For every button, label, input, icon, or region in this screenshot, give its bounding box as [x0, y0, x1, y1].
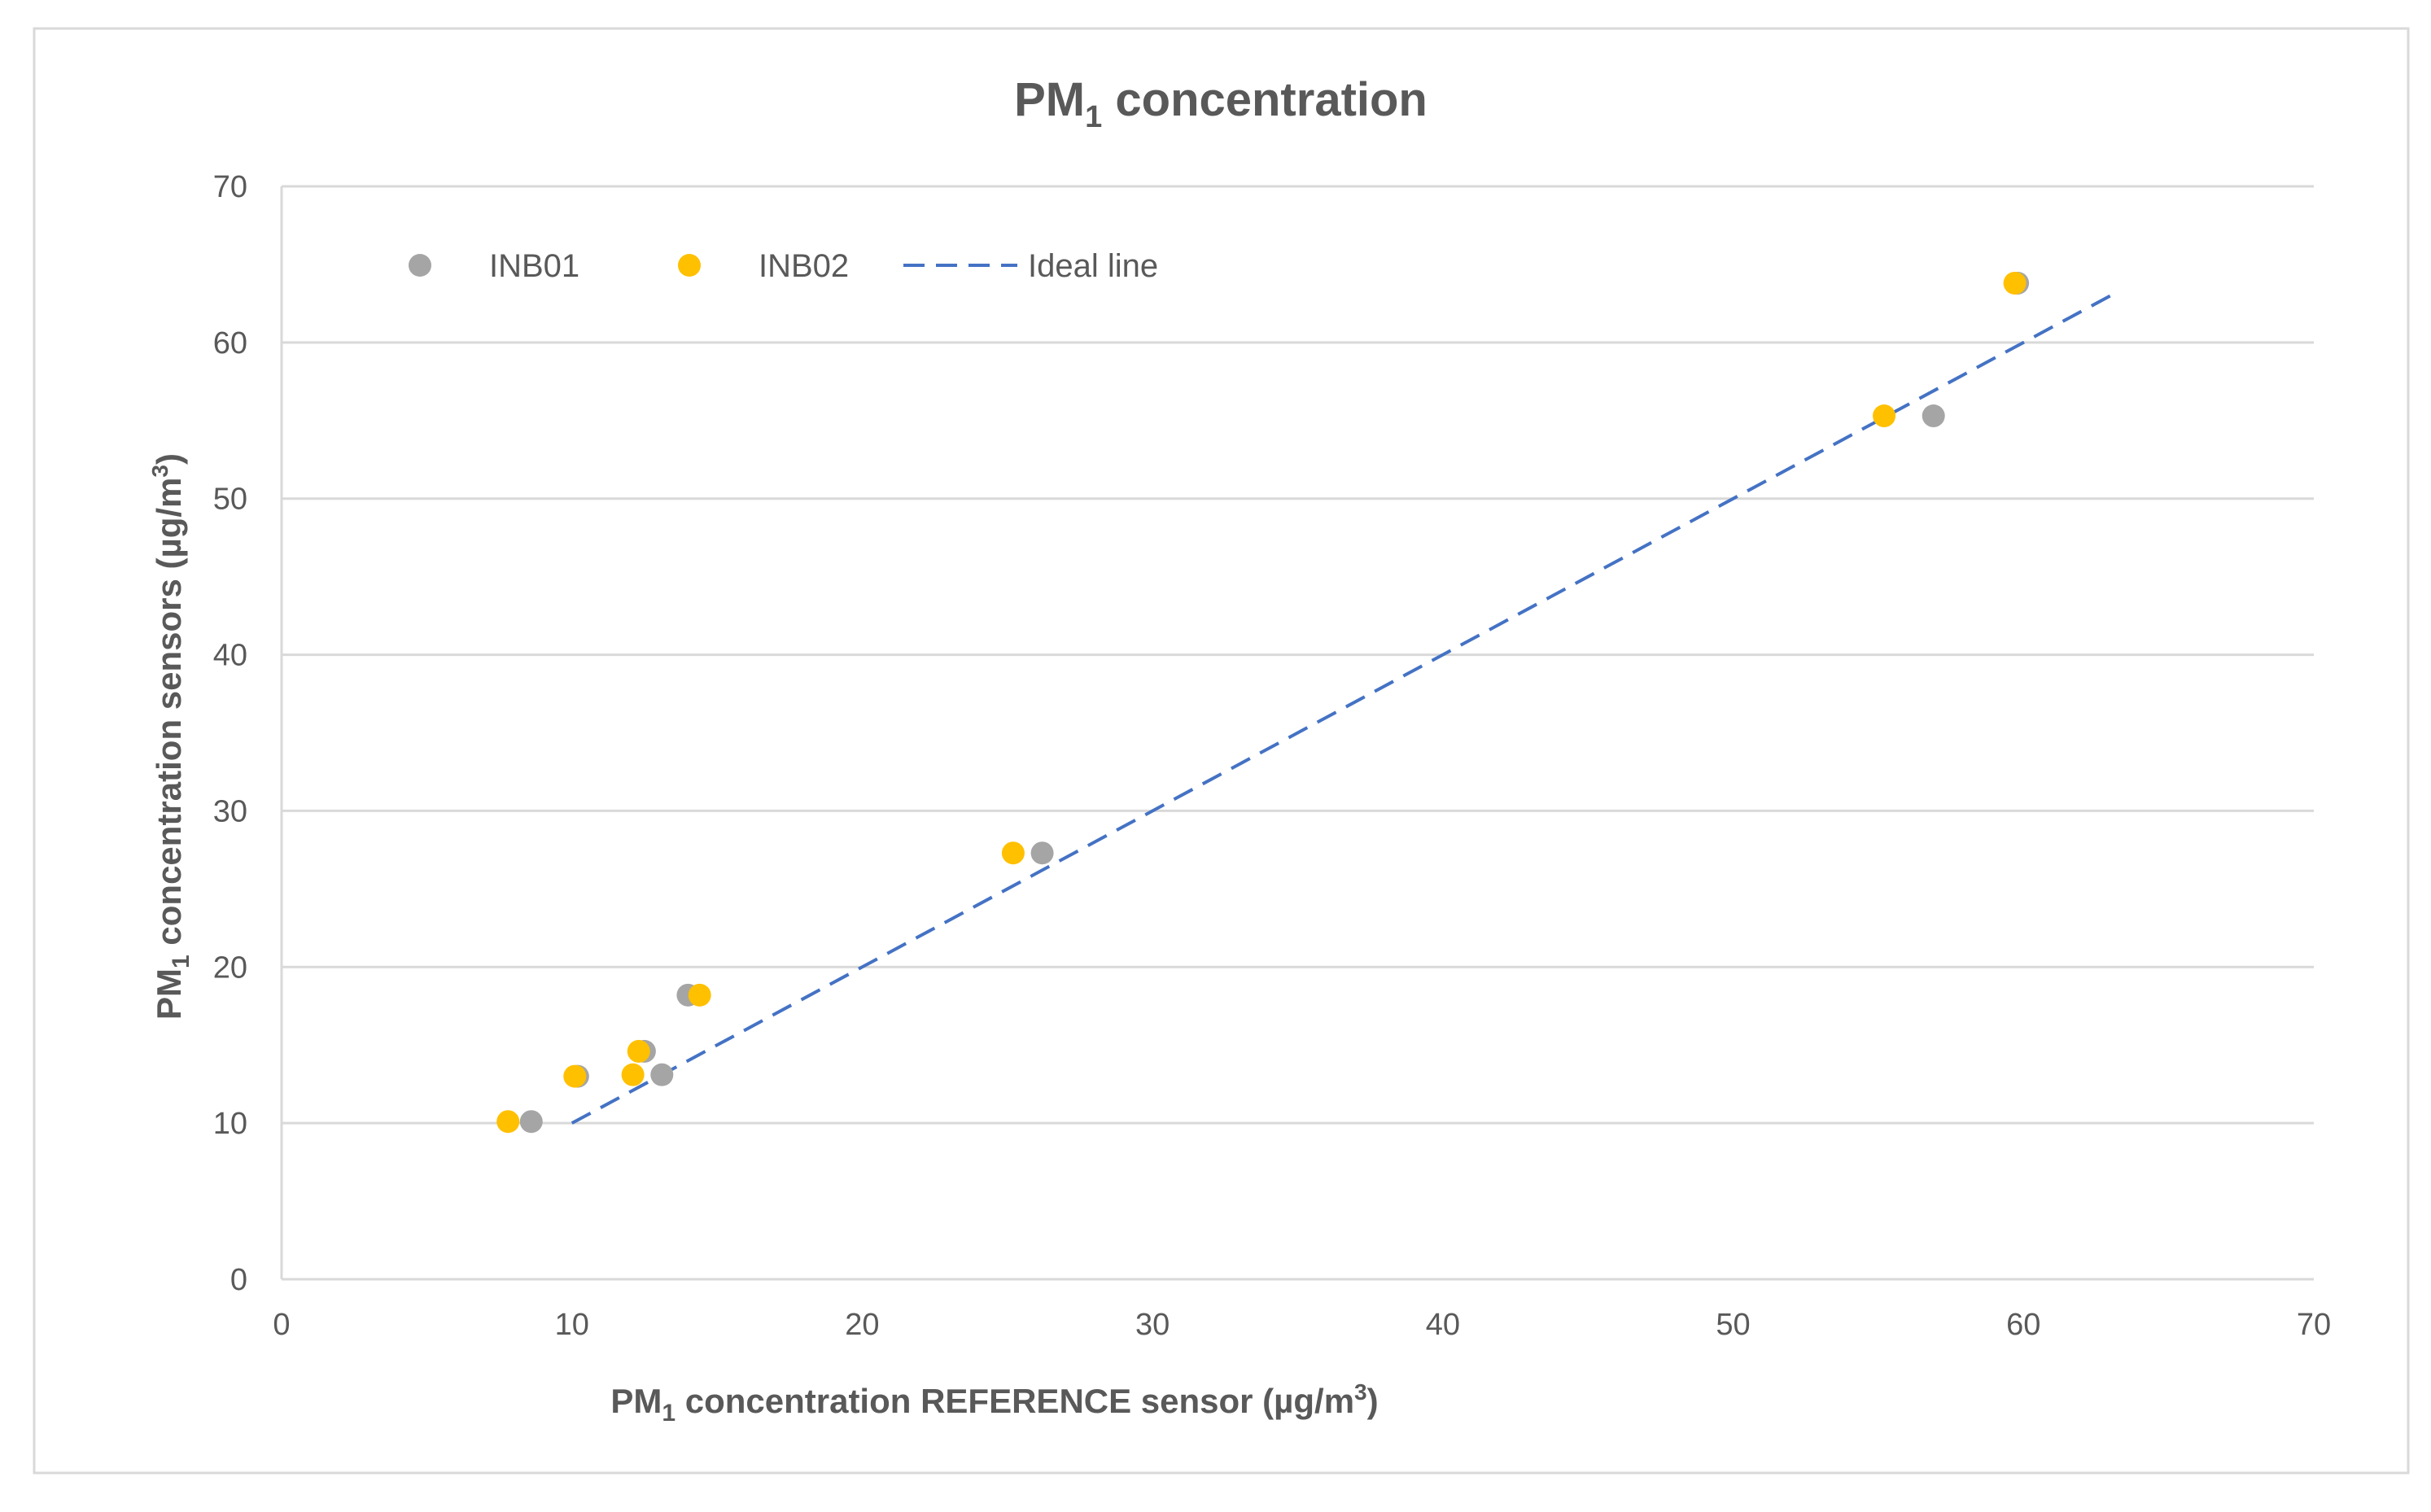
y-tick-label: 50: [213, 483, 247, 517]
legend-label-ideal-line: Ideal line: [1028, 248, 1158, 284]
y-axis-title: PM1 concentration sensors (µg/m3): [147, 453, 195, 1020]
y-tick-label: 0: [230, 1263, 247, 1297]
legend: INB01 INB02 Ideal line: [409, 248, 1158, 284]
legend-marker-inb01: [409, 254, 431, 277]
point-inb01: [1922, 404, 1945, 428]
y-tick-label: 10: [213, 1107, 247, 1141]
legend-label-inb01: INB01: [489, 248, 579, 284]
point-inb02: [563, 1064, 587, 1088]
point-inb02: [2003, 271, 2027, 295]
x-axis-ticks: 0 10 20 30 40 50 60 70: [273, 1308, 2331, 1342]
x-tick-label: 60: [2006, 1308, 2040, 1342]
point-inb02: [621, 1063, 645, 1086]
x-tick-label: 30: [1135, 1308, 1170, 1342]
point-inb01: [1030, 841, 1054, 865]
point-inb02: [1873, 404, 1896, 428]
y-tick-label: 20: [213, 950, 247, 985]
x-tick-label: 50: [1716, 1308, 1750, 1342]
x-axis-title: PM1 concentration REFERENCE sensor (µg/m…: [610, 1379, 1378, 1427]
y-tick-label: 60: [213, 326, 247, 361]
x-tick-label: 70: [2297, 1308, 2331, 1342]
chart-border: [33, 27, 2410, 1475]
point-inb02: [496, 1110, 520, 1134]
point-inb02: [688, 983, 711, 1007]
gridlines: [280, 185, 2314, 1281]
chart-title: PM1 concentration: [1014, 73, 1428, 134]
y-tick-label: 70: [213, 170, 247, 204]
legend-label-inb02: INB02: [759, 248, 849, 284]
data-points: [496, 271, 2030, 1134]
x-tick-label: 0: [273, 1308, 290, 1342]
legend-marker-inb02: [678, 254, 701, 277]
y-axis-ticks: 0 10 20 30 40 50 60 70: [213, 170, 247, 1297]
y-tick-label: 30: [213, 794, 247, 828]
point-inb01: [650, 1063, 674, 1086]
point-inb02: [1001, 841, 1025, 865]
point-inb01: [519, 1110, 543, 1134]
x-tick-label: 40: [1426, 1308, 1460, 1342]
point-inb02: [627, 1039, 650, 1063]
x-tick-label: 10: [555, 1308, 589, 1342]
y-tick-label: 40: [213, 639, 247, 673]
x-tick-label: 20: [845, 1308, 879, 1342]
